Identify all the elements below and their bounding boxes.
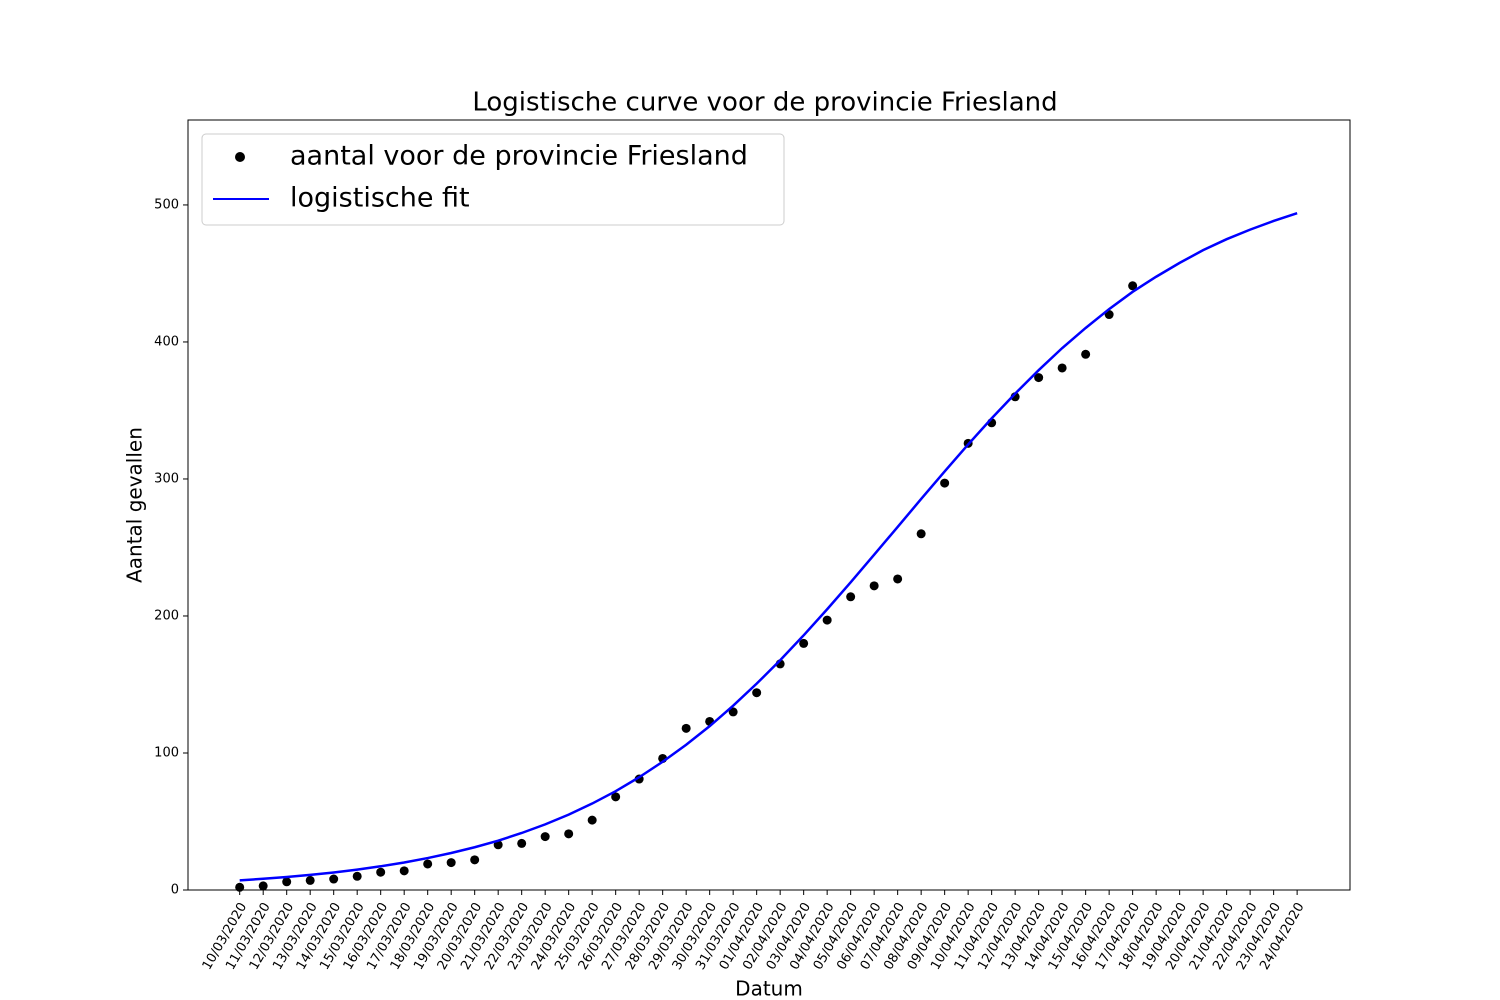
data-point xyxy=(893,574,903,584)
data-point xyxy=(916,529,926,539)
data-point xyxy=(611,792,621,802)
data-point xyxy=(540,832,550,842)
y-tick-label: 400 xyxy=(154,334,179,349)
legend-box xyxy=(201,133,785,226)
legend-marker xyxy=(235,152,245,162)
data-point xyxy=(352,871,362,881)
data-point xyxy=(329,874,339,884)
chart-title: Logistische curve voor de provincie Frie… xyxy=(472,88,1057,118)
data-point xyxy=(940,478,950,488)
y-tick-label: 0 xyxy=(171,883,179,898)
data-point xyxy=(681,723,691,733)
data-point xyxy=(846,592,856,602)
data-point xyxy=(470,855,480,865)
data-point xyxy=(399,866,409,876)
data-point xyxy=(728,707,738,717)
y-tick-label: 100 xyxy=(154,745,179,760)
data-point xyxy=(517,838,527,848)
data-point xyxy=(1081,349,1091,359)
data-point xyxy=(423,859,433,869)
legend-label: aantal voor de provincie Friesland xyxy=(290,141,748,172)
data-point xyxy=(1128,281,1138,291)
data-point xyxy=(258,881,268,891)
y-tick-label: 200 xyxy=(154,608,179,623)
data-point xyxy=(752,688,762,698)
data-point xyxy=(446,858,456,868)
data-point xyxy=(587,815,597,825)
fit-line xyxy=(239,211,1298,882)
data-point xyxy=(869,581,879,591)
plot-frame xyxy=(187,119,1351,891)
data-point xyxy=(305,875,315,885)
data-point xyxy=(822,615,832,625)
data-point xyxy=(1034,373,1044,383)
legend-label: logistische fit xyxy=(290,183,470,214)
data-point xyxy=(799,638,809,648)
data-point xyxy=(376,867,386,877)
data-point xyxy=(564,829,574,839)
x-axis-label: Datum xyxy=(735,977,803,1000)
y-axis-label: Aantal gevallen xyxy=(123,427,147,583)
data-point xyxy=(282,877,292,887)
y-tick-label: 500 xyxy=(154,197,179,212)
data-point xyxy=(1057,363,1067,373)
y-tick-label: 300 xyxy=(154,471,179,486)
